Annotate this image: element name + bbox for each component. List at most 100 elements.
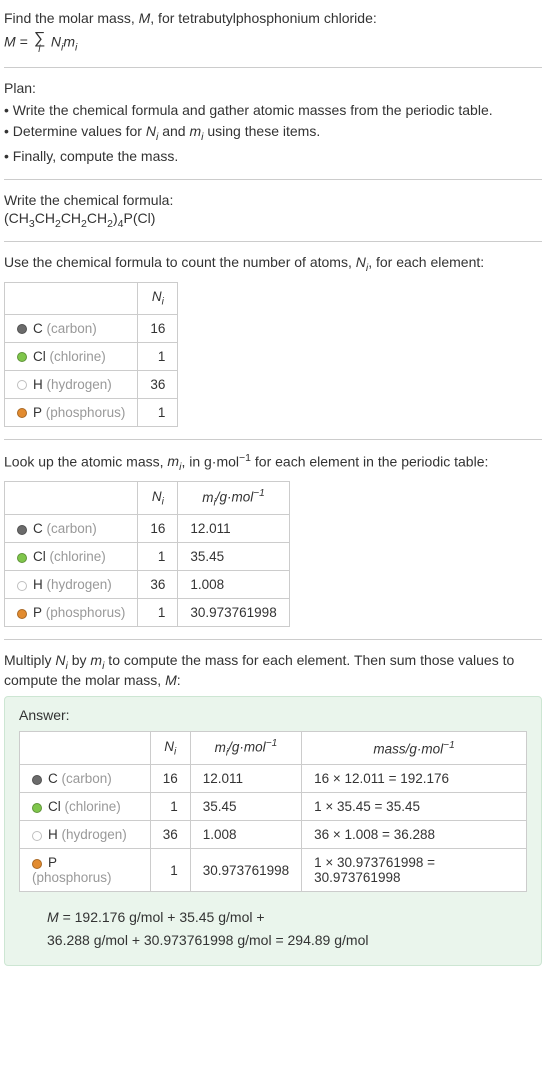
element-cell: H (hydrogen) [5, 571, 138, 599]
element-cell: P (phosphorus) [5, 398, 138, 426]
ni-cell: 1 [150, 793, 190, 821]
count-section: Use the chemical formula to count the nu… [4, 254, 542, 426]
ni-cell: 16 [138, 515, 178, 543]
element-name: (chlorine) [65, 799, 121, 814]
divider [4, 241, 542, 242]
mi-cell: 1.008 [178, 571, 289, 599]
element-dot-icon [17, 380, 27, 390]
ni-cell: 36 [138, 370, 178, 398]
element-dot-icon [17, 408, 27, 418]
element-dot-icon [17, 553, 27, 563]
element-cell: Cl (chlorine) [5, 342, 138, 370]
ni-header: Ni [150, 732, 190, 765]
divider [4, 439, 542, 440]
answer-table: Ni mi/g·mol−1 mass/g·mol−1 C (carbon)161… [19, 731, 527, 892]
mass-cell: 1 × 35.45 = 35.45 [302, 793, 527, 821]
intro-section: Find the molar mass, M, for tetrabutylph… [4, 8, 542, 55]
plan-section: Plan: • Write the chemical formula and g… [4, 80, 542, 167]
final-line1: M = 192.176 g/mol + 35.45 g/mol + [47, 909, 265, 925]
element-name: (hydrogen) [62, 827, 127, 842]
intro-formula: M = ∑i Nimi [4, 31, 542, 55]
empty-header [20, 732, 151, 765]
ni-cell: 1 [150, 849, 190, 892]
mi-header: mi/g·mol−1 [178, 482, 289, 515]
element-dot-icon [32, 831, 42, 841]
answer-box: Answer: Ni mi/g·mol−1 mass/g·mol−1 C (ca… [4, 696, 542, 966]
ni-cell: 1 [138, 599, 178, 627]
mi-cell: 30.973761998 [190, 849, 301, 892]
mi-cell: 35.45 [178, 543, 289, 571]
mass-cell: 16 × 12.011 = 192.176 [302, 765, 527, 793]
table-row: C (carbon)1612.01116 × 12.011 = 192.176 [20, 765, 527, 793]
element-cell: C (carbon) [5, 515, 138, 543]
element-dot-icon [32, 775, 42, 785]
ni-cell: 1 [138, 543, 178, 571]
element-name: (carbon) [62, 771, 112, 786]
mass-cell: 1 × 30.973761998 = 30.973761998 [302, 849, 527, 892]
table-row: Cl (chlorine)135.451 × 35.45 = 35.45 [20, 793, 527, 821]
table-row: C (carbon) 16 [5, 314, 178, 342]
element-dot-icon [17, 352, 27, 362]
divider [4, 639, 542, 640]
element-name: (phosphorus) [46, 405, 126, 420]
ni-cell: 36 [138, 571, 178, 599]
element-symbol: C [33, 521, 43, 536]
lookup-table: Ni mi/g·mol−1 C (carbon)1612.011Cl (chlo… [4, 481, 290, 627]
element-name: (carbon) [47, 521, 97, 536]
ni-cell: 16 [150, 765, 190, 793]
element-symbol: C [48, 771, 58, 786]
multiply-title: Multiply Ni by mi to compute the mass fo… [4, 652, 542, 688]
element-name: (chlorine) [50, 349, 106, 364]
mi-cell: 1.008 [190, 821, 301, 849]
element-symbol: Cl [33, 549, 46, 564]
answer-title: Answer: [19, 707, 527, 723]
element-symbol: H [33, 377, 43, 392]
element-cell: C (carbon) [20, 765, 151, 793]
plan-item: • Finally, compute the mass. [4, 146, 542, 167]
element-symbol: C [33, 321, 43, 336]
mi-header: mi/g·mol−1 [190, 732, 301, 765]
ni-cell: 36 [150, 821, 190, 849]
empty-header [5, 283, 138, 315]
final-line2: 36.288 g/mol + 30.973761998 g/mol = 294.… [47, 932, 368, 948]
lookup-title: Look up the atomic mass, mi, in g·mol−1 … [4, 452, 542, 473]
chem-formula-section: Write the chemical formula: (CH3CH2CH2CH… [4, 192, 542, 230]
plan-item: • Determine values for Ni and mi using t… [4, 121, 542, 146]
mi-cell: 12.011 [178, 515, 289, 543]
chem-formula-value: (CH3CH2CH2CH2)4P(Cl) [4, 210, 542, 230]
table-row: P (phosphorus)130.9737619981 × 30.973761… [20, 849, 527, 892]
element-symbol: H [33, 577, 43, 592]
element-name: (hydrogen) [47, 377, 112, 392]
table-row: H (hydrogen)361.00836 × 1.008 = 36.288 [20, 821, 527, 849]
element-name: (chlorine) [50, 549, 106, 564]
ni-cell: 1 [138, 398, 178, 426]
element-dot-icon [17, 525, 27, 535]
element-symbol: Cl [48, 799, 61, 814]
mi-cell: 35.45 [190, 793, 301, 821]
ni-header: Ni [138, 482, 178, 515]
plan-list: • Write the chemical formula and gather … [4, 100, 542, 167]
element-cell: Cl (chlorine) [20, 793, 151, 821]
mi-cell: 30.973761998 [178, 599, 289, 627]
element-cell: H (hydrogen) [5, 370, 138, 398]
element-symbol: P [33, 405, 42, 420]
ni-cell: 16 [138, 314, 178, 342]
element-dot-icon [32, 803, 42, 813]
element-dot-icon [17, 581, 27, 591]
element-cell: H (hydrogen) [20, 821, 151, 849]
lookup-section: Look up the atomic mass, mi, in g·mol−1 … [4, 452, 542, 628]
element-name: (hydrogen) [47, 577, 112, 592]
table-row: Cl (chlorine)1 [5, 342, 178, 370]
empty-header [5, 482, 138, 515]
table-row: P (phosphorus)1 [5, 398, 178, 426]
element-symbol: P [48, 855, 57, 870]
multiply-section: Multiply Ni by mi to compute the mass fo… [4, 652, 542, 688]
ni-cell: 1 [138, 342, 178, 370]
element-name: (carbon) [47, 321, 97, 336]
divider [4, 67, 542, 68]
final-equation: M = 192.176 g/mol + 35.45 g/mol + 36.288… [47, 906, 527, 951]
plan-item: • Write the chemical formula and gather … [4, 100, 542, 121]
table-row: C (carbon)1612.011 [5, 515, 290, 543]
table-row: H (hydrogen)361.008 [5, 571, 290, 599]
table-header-row: Ni mi/g·mol−1 [5, 482, 290, 515]
